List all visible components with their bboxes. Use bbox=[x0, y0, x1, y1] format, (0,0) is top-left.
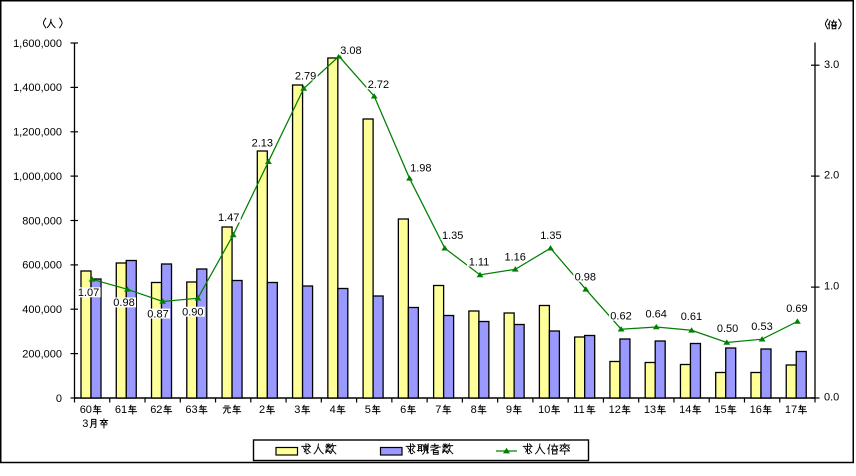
svg-text:1,600,000: 1,600,000 bbox=[13, 38, 62, 50]
svg-text:6: 6 bbox=[400, 404, 406, 416]
svg-text:2.13: 2.13 bbox=[252, 138, 273, 150]
svg-text:4: 4 bbox=[330, 404, 336, 416]
svg-text:0.87: 0.87 bbox=[147, 308, 168, 320]
svg-text:1.35: 1.35 bbox=[540, 230, 561, 242]
svg-text:800,000: 800,000 bbox=[22, 215, 62, 227]
svg-text:600,000: 600,000 bbox=[22, 260, 62, 272]
svg-text:15: 15 bbox=[714, 404, 726, 416]
svg-text:1.11: 1.11 bbox=[469, 256, 490, 268]
svg-text:2.79: 2.79 bbox=[295, 70, 316, 82]
svg-text:11: 11 bbox=[573, 404, 584, 416]
svg-text:13: 13 bbox=[644, 404, 656, 416]
svg-text:0.90: 0.90 bbox=[182, 307, 203, 319]
svg-text:0.50: 0.50 bbox=[717, 323, 738, 335]
svg-text:1.16: 1.16 bbox=[504, 252, 525, 264]
svg-text:2.0: 2.0 bbox=[824, 170, 839, 182]
svg-text:200,000: 200,000 bbox=[22, 348, 62, 360]
svg-text:0.53: 0.53 bbox=[751, 321, 772, 333]
svg-text:7: 7 bbox=[435, 404, 441, 416]
svg-text:1,400,000: 1,400,000 bbox=[13, 82, 62, 94]
svg-text:0.69: 0.69 bbox=[786, 303, 807, 315]
svg-text:0.98: 0.98 bbox=[113, 297, 134, 309]
svg-text:63: 63 bbox=[185, 404, 197, 416]
svg-text:8: 8 bbox=[471, 404, 477, 416]
svg-text:3.08: 3.08 bbox=[340, 45, 361, 57]
svg-text:14: 14 bbox=[679, 404, 691, 416]
svg-text:3.0: 3.0 bbox=[824, 59, 839, 71]
svg-text:0.64: 0.64 bbox=[645, 308, 666, 320]
svg-text:17: 17 bbox=[785, 404, 797, 416]
svg-text:1,200,000: 1,200,000 bbox=[13, 127, 62, 139]
svg-text:61: 61 bbox=[115, 404, 127, 416]
svg-text:1.47: 1.47 bbox=[218, 212, 239, 224]
svg-text:1,000,000: 1,000,000 bbox=[13, 171, 62, 183]
svg-text:2: 2 bbox=[259, 404, 265, 416]
svg-text:400,000: 400,000 bbox=[22, 304, 62, 316]
svg-text:0.0: 0.0 bbox=[824, 392, 839, 404]
svg-text:12: 12 bbox=[609, 404, 621, 416]
svg-text:1.35: 1.35 bbox=[442, 230, 463, 242]
svg-text:62: 62 bbox=[150, 404, 162, 416]
svg-text:0: 0 bbox=[56, 393, 62, 405]
svg-text:1.98: 1.98 bbox=[410, 163, 431, 175]
svg-text:0.62: 0.62 bbox=[610, 311, 631, 323]
svg-text:16: 16 bbox=[750, 404, 762, 416]
svg-text:0.61: 0.61 bbox=[681, 311, 702, 323]
svg-text:1.0: 1.0 bbox=[824, 281, 839, 293]
svg-text:0.98: 0.98 bbox=[575, 272, 596, 284]
svg-text:5: 5 bbox=[365, 404, 371, 416]
svg-text:10: 10 bbox=[538, 404, 550, 416]
svg-text:60: 60 bbox=[80, 404, 92, 416]
svg-text:3: 3 bbox=[82, 418, 88, 430]
svg-text:1.07: 1.07 bbox=[78, 287, 99, 299]
svg-text:2.72: 2.72 bbox=[368, 79, 389, 91]
svg-text:3: 3 bbox=[294, 404, 300, 416]
svg-text:9: 9 bbox=[506, 404, 512, 416]
